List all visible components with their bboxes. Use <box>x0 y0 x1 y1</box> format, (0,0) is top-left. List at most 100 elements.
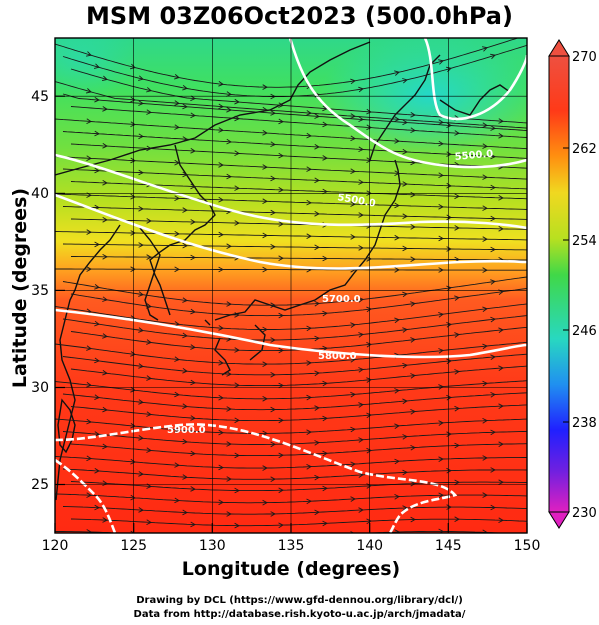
streamline-arrow <box>358 332 364 338</box>
streamline <box>70 106 527 138</box>
streamline-arrow <box>218 429 224 436</box>
streamline-arrow <box>270 141 276 148</box>
streamline-arrow <box>130 351 136 357</box>
streamline-arrow <box>358 402 364 408</box>
streamline-arrow <box>410 159 416 166</box>
streamline-arrow <box>278 102 284 108</box>
streamline-arrow <box>94 394 100 401</box>
streamline-arrow <box>314 405 320 411</box>
streamline-arrow <box>138 133 144 140</box>
streamline-arrow <box>262 266 268 273</box>
streamline-arrow <box>482 455 488 461</box>
streamline-arrow <box>102 370 108 376</box>
streamline-arrow <box>322 380 328 387</box>
streamline-arrow <box>438 119 444 125</box>
streamline-arrow <box>358 116 364 123</box>
streamline-arrow <box>366 447 372 454</box>
streamline-arrow <box>394 458 400 465</box>
streamline-arrow <box>322 485 328 492</box>
streamline-arrow <box>234 115 240 122</box>
streamline-arrow <box>498 327 504 333</box>
streamline-arrow <box>226 173 232 180</box>
streamline-arrow <box>218 360 224 366</box>
streamline-arrow <box>174 124 180 130</box>
streamline-arrow <box>86 118 92 125</box>
streamline-arrow <box>438 384 444 390</box>
streamline-arrow <box>306 166 312 172</box>
streamline-arrow <box>394 493 400 500</box>
ytick-35: 35 <box>31 283 49 299</box>
streamline-arrow <box>350 113 356 119</box>
streamline-arrow <box>314 300 320 307</box>
ytick-45: 45 <box>31 89 49 105</box>
streamline-arrow <box>234 347 240 353</box>
streamline-arrow <box>234 220 240 226</box>
streamline-arrow <box>262 232 268 239</box>
streamline-arrow <box>278 382 284 389</box>
streamline-arrow <box>482 492 488 498</box>
streamline-arrow <box>190 183 196 190</box>
streamline <box>62 243 527 251</box>
x-axis-label: Longitude (degrees) <box>181 558 401 580</box>
streamline-arrow <box>306 110 312 116</box>
ytick-25: 25 <box>31 477 49 493</box>
streamline-arrow <box>130 494 136 501</box>
streamline-arrow <box>278 152 284 159</box>
streamline <box>62 206 527 220</box>
streamline-arrow <box>322 415 328 422</box>
streamline-arrow <box>490 504 496 511</box>
streamline <box>62 93 527 131</box>
streamline-arrow <box>402 398 408 405</box>
streamline-arrow <box>86 529 92 533</box>
colorbar-label-230: 230 <box>572 506 597 521</box>
streamline-arrow <box>234 417 240 424</box>
streamline-arrow <box>190 95 196 102</box>
streamline-arrow <box>410 112 416 118</box>
streamline-arrow <box>174 100 180 106</box>
streamline-arrow <box>234 522 240 529</box>
streamline <box>62 276 527 306</box>
streamline-arrow <box>262 198 268 205</box>
streamline-arrow <box>278 312 284 319</box>
streamline-arrow <box>498 441 504 447</box>
streamline-arrow <box>358 296 364 303</box>
streamline-arrow <box>130 230 136 236</box>
streamline-arrow <box>182 332 188 339</box>
streamline-arrow <box>86 345 92 351</box>
streamline-arrow <box>174 532 176 533</box>
streamline-arrow <box>226 476 232 482</box>
streamline-arrow <box>322 520 328 527</box>
streamline <box>62 468 527 480</box>
streamline-arrow <box>130 387 136 393</box>
streamline-arrow <box>130 193 136 200</box>
contour-5500b <box>288 38 527 169</box>
coastline-asia <box>55 41 371 501</box>
height-contours <box>55 38 527 533</box>
streamline-arrow <box>490 354 496 360</box>
streamline-arrow <box>446 66 452 73</box>
streamline-arrow <box>482 236 488 242</box>
streamline-arrow <box>94 468 100 474</box>
streamline-arrow <box>358 437 364 443</box>
streamline-arrow <box>146 303 152 309</box>
streamline-arrow <box>190 415 196 421</box>
streamline-arrow <box>146 519 152 526</box>
streamline-arrow <box>146 218 152 224</box>
streamline-arrow <box>366 256 372 262</box>
streamline-arrow <box>358 146 364 153</box>
streamline-arrow <box>314 177 320 184</box>
streamline-arrow <box>102 517 108 523</box>
streamline-arrow <box>314 244 320 251</box>
streamline-arrow <box>366 108 372 115</box>
streamline-arrow <box>218 162 224 168</box>
streamline <box>62 131 527 159</box>
streamline-arrow <box>350 496 356 502</box>
streamline-arrow <box>482 343 488 350</box>
streamline-arrow <box>218 266 224 273</box>
streamline-arrow <box>146 109 152 115</box>
streamline-arrow <box>278 522 284 529</box>
streamline-arrow <box>86 492 92 498</box>
streamline-arrow <box>366 518 372 525</box>
streamline-arrow <box>358 86 364 93</box>
streamline-arrow <box>350 135 356 142</box>
